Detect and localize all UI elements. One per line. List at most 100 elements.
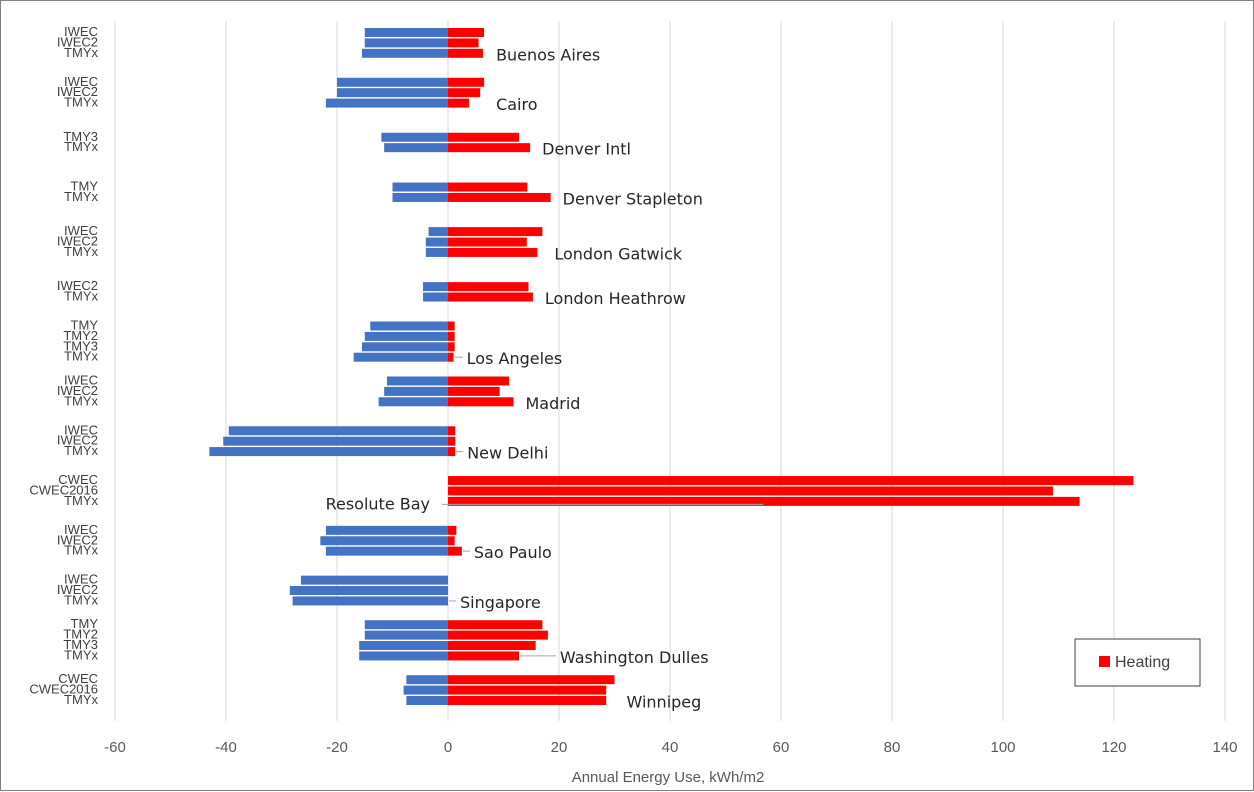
category-label: TMY3: [63, 338, 98, 353]
bar-heating: [448, 426, 456, 436]
category-label: IWEC: [64, 74, 98, 89]
bar-heating: [448, 397, 514, 407]
bar-cooling: [289, 586, 448, 596]
bar-cooling: [392, 182, 448, 192]
bar-heating: [448, 536, 455, 546]
category-label: TMYx: [64, 95, 98, 110]
bar-cooling: [370, 321, 448, 331]
city-label: Washington Dulles: [560, 648, 709, 667]
bar-cooling: [364, 331, 448, 341]
category-label: TMY: [71, 616, 99, 631]
x-tick-label: 60: [773, 739, 790, 756]
category-label: IWEC: [64, 422, 98, 437]
bar-heating: [448, 620, 543, 630]
bar-cooling: [361, 48, 448, 58]
city-label: Cairo: [496, 95, 537, 114]
bar-cooling: [337, 77, 448, 87]
bar-heating: [448, 641, 536, 651]
legend-label-heating: Heating: [1115, 654, 1170, 671]
bar-heating: [448, 182, 528, 192]
x-tick-label: 0: [444, 739, 452, 756]
bars: [209, 27, 1134, 706]
category-label: IWEC2: [57, 84, 98, 99]
bar-heating: [448, 282, 529, 292]
category-label: TMYx: [64, 443, 98, 458]
bar-cooling: [384, 143, 448, 153]
category-label: TMY: [71, 318, 99, 333]
bar-cooling: [300, 575, 448, 585]
category-label: IWEC: [64, 24, 98, 39]
bar-cooling: [325, 525, 448, 535]
bar-heating: [448, 292, 533, 302]
city-labels: Buenos Aires Cairo Denver Intl Denver Stapl…: [326, 45, 764, 712]
category-label: IWEC: [64, 223, 98, 238]
city-label: Denver Stapleton: [563, 189, 703, 208]
category-labels: IWECIWEC2TMYxIWECIWEC2TMYxTMY3TMYxTMYTMY…: [29, 24, 98, 707]
bar-cooling: [425, 237, 448, 247]
bar-cooling: [364, 630, 448, 640]
gridlines: [114, 21, 1226, 721]
bar-cooling: [228, 426, 448, 436]
city-label: London Gatwick: [554, 244, 683, 263]
bar-heating: [448, 685, 607, 695]
bar-cooling: [337, 88, 448, 98]
bar-heating: [448, 143, 531, 153]
category-label: TMYx: [64, 189, 98, 204]
bar-cooling: [384, 386, 448, 396]
bar-heating: [448, 227, 543, 237]
city-label: Winnipeg: [627, 693, 702, 712]
bar-cooling: [403, 685, 448, 695]
bar-heating: [448, 496, 1080, 506]
bar-cooling: [381, 132, 448, 142]
bar-cooling: [223, 436, 448, 446]
bar-cooling: [320, 536, 448, 546]
bar-heating: [448, 675, 615, 685]
bar-cooling: [209, 447, 448, 457]
city-label: London Heathrow: [545, 289, 686, 308]
bar-cooling: [406, 696, 448, 706]
bar-cooling: [392, 192, 448, 202]
category-label: TMY3: [63, 637, 98, 652]
bar-heating: [448, 88, 481, 98]
category-label: TMYx: [64, 349, 98, 364]
category-label: TMYx: [64, 393, 98, 408]
bar-heating: [448, 38, 479, 48]
category-label: IWEC: [64, 522, 98, 537]
bar-heating: [448, 376, 510, 386]
category-label: TMY: [71, 179, 99, 194]
bar-heating: [448, 436, 456, 446]
category-label: IWEC: [64, 372, 98, 387]
bar-heating: [448, 247, 538, 257]
city-label: Madrid: [525, 394, 580, 413]
x-tick-label: 120: [1101, 739, 1126, 756]
category-label: IWEC2: [57, 278, 98, 293]
category-label: TMYx: [64, 289, 98, 304]
bar-heating: [448, 77, 485, 87]
bar-heating: [448, 342, 455, 352]
category-label: TMYx: [64, 692, 98, 707]
bar-heating: [448, 98, 470, 108]
category-label: IWEC2: [57, 532, 98, 547]
category-label: CWEC: [58, 671, 98, 686]
x-tick-label: -40: [215, 739, 237, 756]
bar-heating: [448, 486, 1053, 496]
x-tick-label: -60: [104, 739, 126, 756]
bar-heating: [448, 331, 455, 341]
legend: Heating: [1074, 638, 1201, 687]
x-tick-label: -20: [326, 739, 348, 756]
bar-cooling: [325, 546, 448, 556]
bar-cooling: [378, 397, 448, 407]
bar-heating: [448, 546, 462, 556]
legend-box: [1074, 638, 1201, 687]
bar-heating: [448, 48, 483, 58]
city-label: Singapore: [460, 593, 541, 612]
bar-heating: [448, 27, 485, 37]
bar-heating: [448, 132, 520, 142]
category-label: TMY2: [63, 627, 98, 642]
x-axis-label: Annual Energy Use, kWh/m2: [572, 769, 765, 786]
bar-cooling: [428, 227, 448, 237]
category-label: TMYx: [64, 592, 98, 607]
bar-heating: [448, 525, 457, 535]
